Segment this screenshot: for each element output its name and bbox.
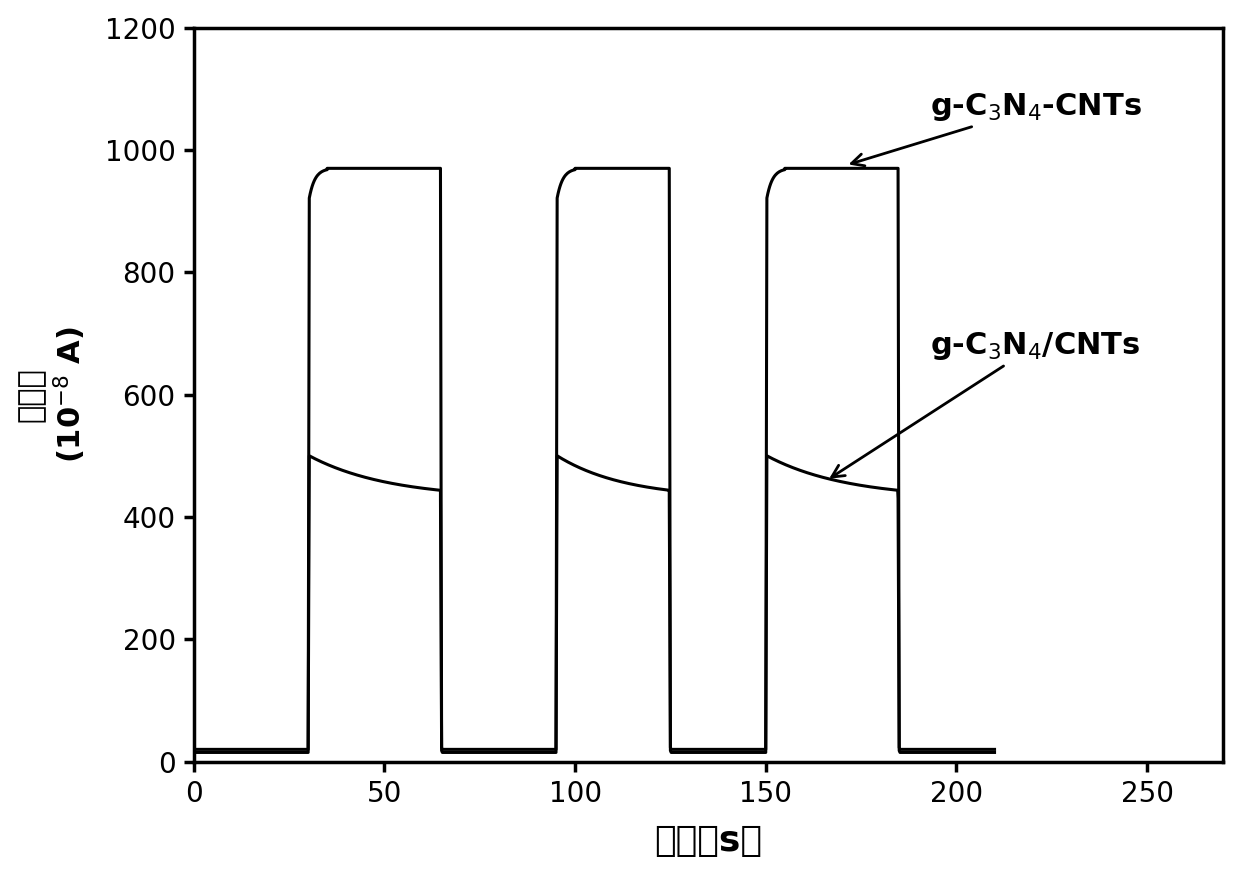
X-axis label: 时间（s）: 时间（s） — [655, 824, 763, 858]
Y-axis label: 光电流
(10$^{-8}$ A): 光电流 (10$^{-8}$ A) — [16, 326, 88, 463]
Text: g-C$_3$N$_4$/CNTs: g-C$_3$N$_4$/CNTs — [832, 330, 1140, 477]
Text: g-C$_3$N$_4$-CNTs: g-C$_3$N$_4$-CNTs — [852, 91, 1142, 166]
